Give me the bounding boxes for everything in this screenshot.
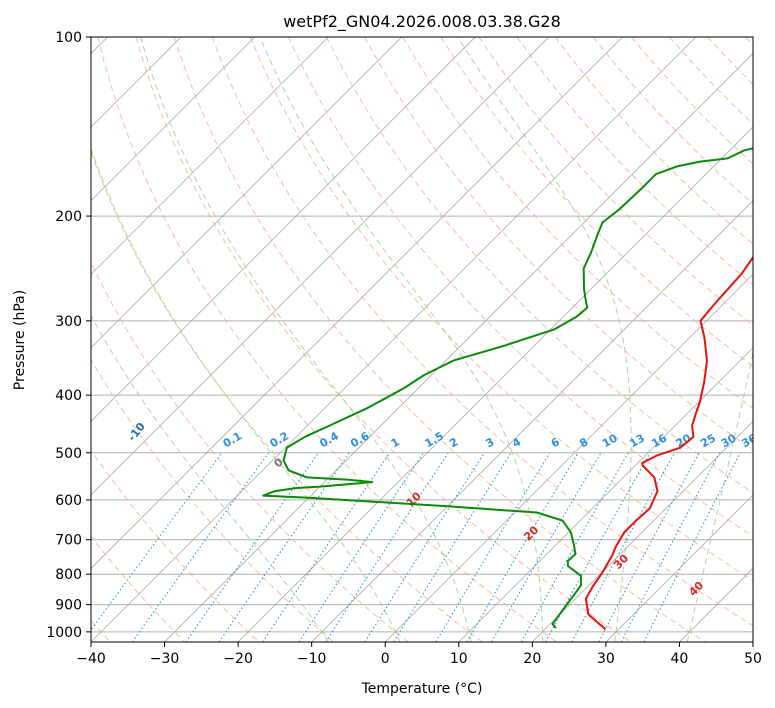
y-tick-label: 900 <box>55 598 82 614</box>
x-tick-label: −20 <box>223 651 253 667</box>
x-axis: −40 −30 −20 −10 0 10 20 30 40 50 <box>76 642 762 667</box>
mixing-ratio-line <box>262 452 391 642</box>
mixing-ratio-line <box>298 452 424 642</box>
mixing-ratio-line <box>393 452 512 642</box>
y-tick-label: 400 <box>55 388 82 404</box>
x-tick-label: −10 <box>297 651 327 667</box>
x-tick-label: 50 <box>744 651 762 667</box>
y-tick-label: 600 <box>55 493 82 509</box>
x-tick-label: −40 <box>76 651 106 667</box>
dry-adiabat-line <box>440 37 753 368</box>
x-tick-label: −30 <box>150 651 180 667</box>
y-tick-label: 200 <box>55 209 82 225</box>
mixing-ratio-line <box>218 452 350 642</box>
x-tick-label: 10 <box>450 651 468 667</box>
isotherm-line <box>91 37 697 642</box>
dry-adiabat-line <box>91 535 186 642</box>
chart-title: wetPf2_GN04.2026.008.03.38.G28 <box>283 12 561 32</box>
mixing-ratio-line <box>620 452 721 642</box>
sounding-profiles <box>262 147 753 631</box>
mixing-ratio-label: 36 <box>739 431 759 450</box>
mixing-ratio-line <box>325 452 449 642</box>
isotherm-line <box>91 37 403 349</box>
dry-adiabat-line <box>91 358 334 642</box>
isotherm-line <box>384 273 753 642</box>
x-tick-label: 40 <box>671 651 689 667</box>
isotherm-line <box>164 52 753 642</box>
mixing-ratio-line <box>598 452 700 642</box>
dry-adiabat-line <box>97 37 557 642</box>
moist-adiabat-line <box>457 37 632 642</box>
background-lines <box>91 37 753 642</box>
dry-adiabat-line <box>91 150 483 642</box>
y-tick-label: 300 <box>55 314 82 330</box>
dry-adiabat-line <box>402 37 753 409</box>
y-axis: 100 200 300 400 500 600 700 800 900 1000 <box>46 30 91 641</box>
dry-adiabat-line <box>326 37 753 494</box>
y-tick-label: 700 <box>55 533 82 549</box>
dewpoint-profile-line <box>262 147 753 629</box>
dry-adiabat-line <box>287 37 753 538</box>
x-tick-label: 20 <box>523 651 541 667</box>
x-tick-label: 0 <box>381 651 390 667</box>
plot-frame <box>90 36 754 643</box>
mixing-ratio-line <box>491 452 602 642</box>
dry-adiabat-line <box>211 37 753 627</box>
x-tick-label: 30 <box>597 651 615 667</box>
isotherm-line <box>532 420 753 642</box>
y-axis-title: Pressure (hPa) <box>12 290 28 390</box>
moist-adiabat-line <box>91 314 330 642</box>
mixing-ratio-line <box>91 452 223 631</box>
mixing-ratio-line <box>545 452 651 642</box>
mixing-ratio-line <box>364 452 485 642</box>
y-tick-label: 500 <box>55 446 82 462</box>
x-axis-title: Temperature (°C) <box>361 681 483 697</box>
moist-adiabat-line <box>686 350 753 642</box>
isotherm-line <box>91 37 255 202</box>
temperature-profile-line <box>584 255 753 631</box>
y-tick-label: 800 <box>55 567 82 583</box>
moist-adiabat-line <box>259 37 544 642</box>
mixing-ratio-line <box>643 452 741 642</box>
isotherm-line <box>237 126 753 642</box>
mixing-ratio-line <box>131 452 270 642</box>
mixing-ratio-line <box>520 452 629 642</box>
moist-adiabat-line <box>91 147 401 642</box>
isotherm-line <box>91 37 329 275</box>
isotherm-line <box>605 494 753 642</box>
isotherm-line <box>311 200 753 642</box>
mixing-ratio-line <box>185 452 319 642</box>
isotherm-line <box>91 37 550 496</box>
y-tick-label: 1000 <box>46 625 82 641</box>
dry-adiabat-line <box>173 37 706 642</box>
isotherm-line <box>91 37 476 422</box>
isotherm-line <box>91 37 623 570</box>
y-tick-label: 100 <box>55 30 82 46</box>
isotherm-line <box>458 347 753 642</box>
